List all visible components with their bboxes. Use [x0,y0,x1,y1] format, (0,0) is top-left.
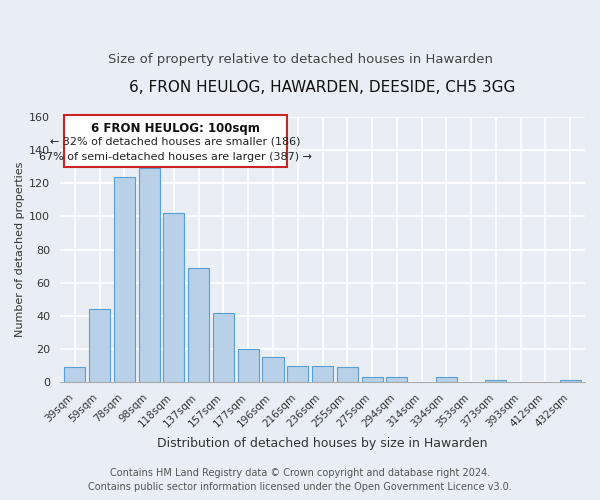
Bar [64,367,85,382]
Bar [213,312,234,382]
Bar [238,349,259,382]
Bar [139,168,160,382]
Bar [163,213,184,382]
Bar [362,377,383,382]
Bar [188,268,209,382]
Text: Contains HM Land Registry data © Crown copyright and database right 2024.: Contains HM Land Registry data © Crown c… [110,468,490,477]
Bar [386,377,407,382]
FancyBboxPatch shape [64,116,287,166]
Bar [287,366,308,382]
Bar [89,309,110,382]
Text: 67% of semi-detached houses are larger (387) →: 67% of semi-detached houses are larger (… [38,152,311,162]
Text: Contains public sector information licensed under the Open Government Licence v3: Contains public sector information licen… [88,482,512,492]
Title: 6, FRON HEULOG, HAWARDEN, DEESIDE, CH5 3GG: 6, FRON HEULOG, HAWARDEN, DEESIDE, CH5 3… [130,80,515,95]
Bar [337,367,358,382]
Text: 6 FRON HEULOG: 100sqm: 6 FRON HEULOG: 100sqm [91,122,260,135]
Bar [114,176,135,382]
Text: Size of property relative to detached houses in Hawarden: Size of property relative to detached ho… [107,52,493,66]
Text: ← 32% of detached houses are smaller (186): ← 32% of detached houses are smaller (18… [50,137,301,147]
X-axis label: Distribution of detached houses by size in Hawarden: Distribution of detached houses by size … [157,437,488,450]
Bar [436,377,457,382]
Y-axis label: Number of detached properties: Number of detached properties [15,162,25,337]
Bar [312,366,333,382]
Bar [560,380,581,382]
Bar [485,380,506,382]
Bar [262,357,284,382]
